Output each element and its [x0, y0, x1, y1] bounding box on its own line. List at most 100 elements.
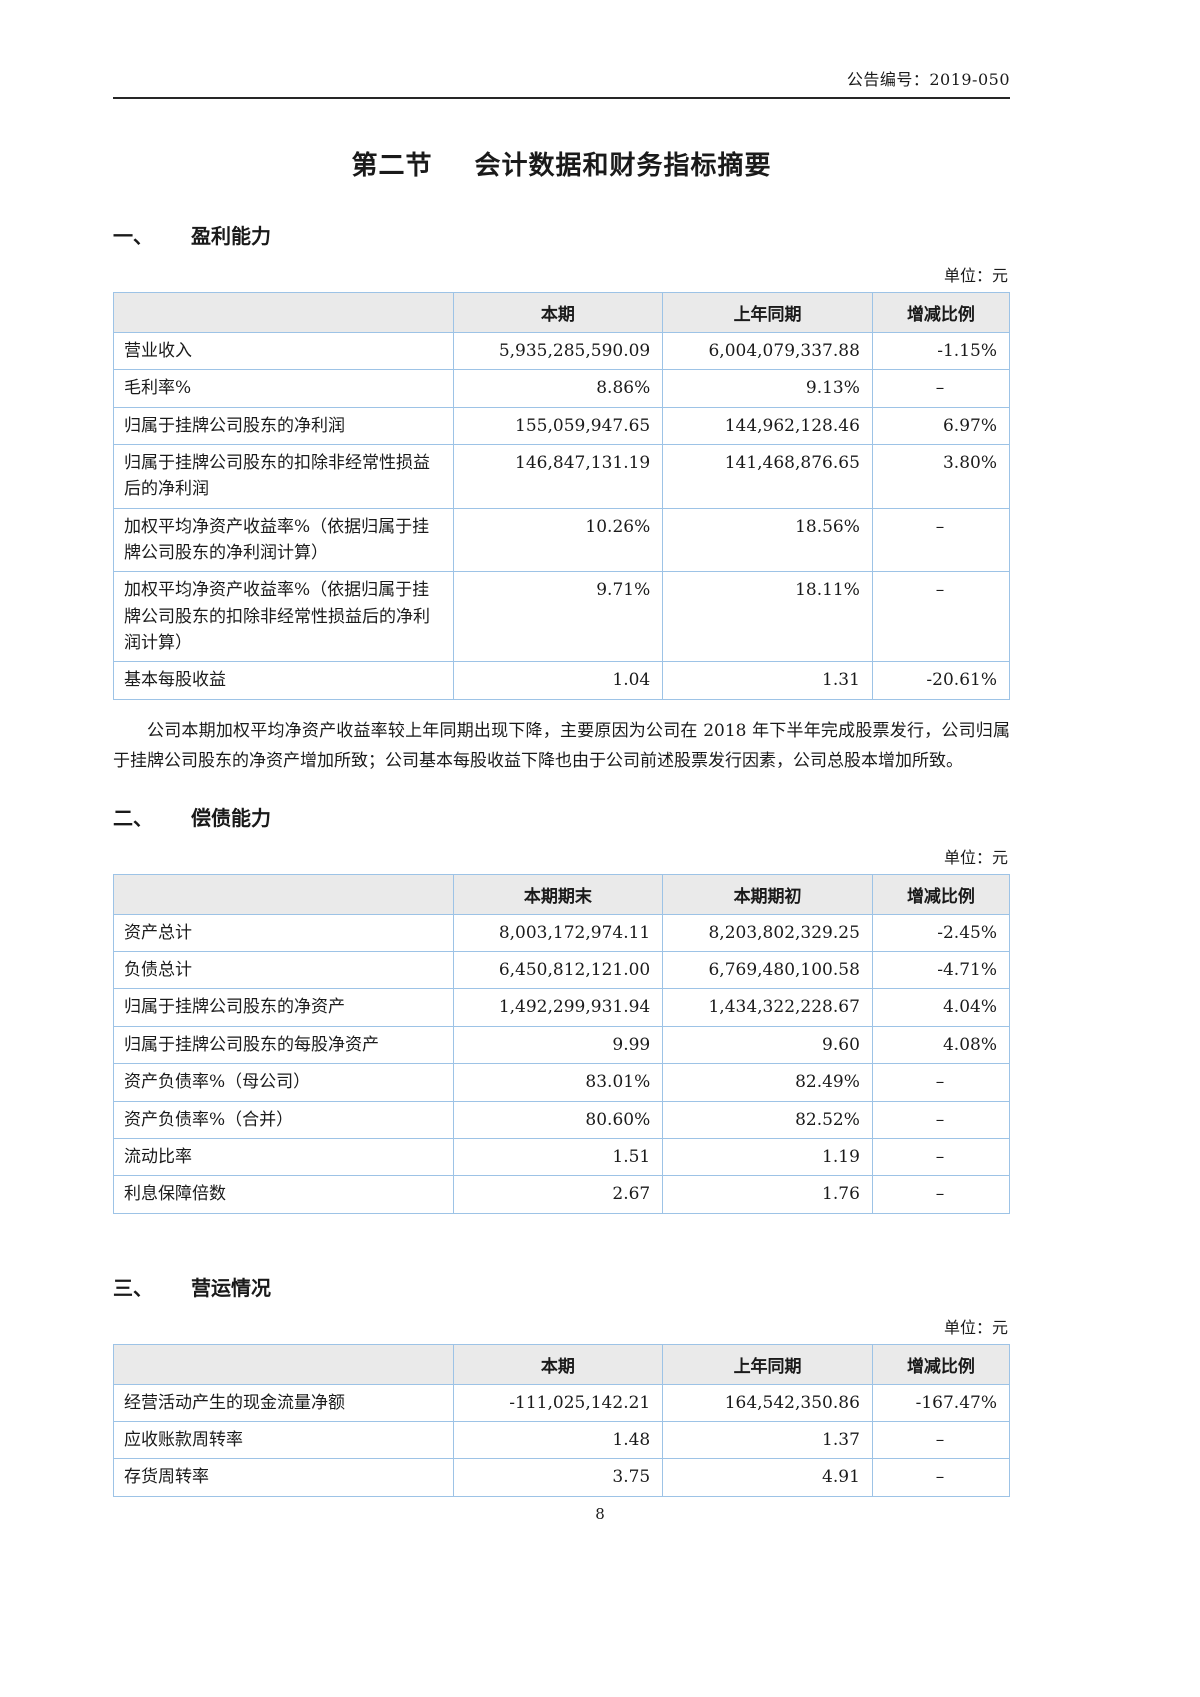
section-title: 偿债能力 — [191, 805, 271, 830]
section-operations: 三、 营运情况 单位：元 本期 上年同期 增减比例 经营活动产生的现金流量净额 -1… — [113, 1272, 1011, 1497]
row-value: 6,004,079,337.88 — [662, 331, 873, 371]
section-number: 一、 — [113, 224, 153, 248]
row-label: 资产总计 — [113, 913, 454, 953]
row-label: 负债总计 — [113, 951, 454, 990]
section-title: 营运情况 — [191, 1275, 271, 1300]
row-value: 1,492,299,931.94 — [452, 988, 664, 1027]
table-row: 经营活动产生的现金流量净额 -111,025,142.21 164,542,350.… — [113, 1383, 1011, 1422]
row-value: – — [871, 507, 1011, 573]
row-value: -2.45% — [871, 913, 1011, 953]
unit-label: 单位：元 — [943, 847, 1008, 867]
row-value: 6,769,480,100.58 — [662, 951, 873, 990]
note-paragraph: 公司本期加权平均净资产收益率较上年同期出现下降，主要原因为公司在 2018 年下… — [113, 720, 1010, 771]
row-value: 146,847,131.19 — [452, 444, 664, 509]
row-value: – — [871, 571, 1011, 663]
table-header-row: 本期 上年同期 增减比例 — [113, 292, 1011, 333]
row-value: 6,450,812,121.00 — [452, 951, 664, 990]
header-cell-period-begin: 本期期初 — [662, 873, 873, 915]
section-profitability: 一、 盈利能力 单位：元 本期 上年同期 增减比例 营业收入 5,935,285,5… — [113, 220, 1011, 776]
row-value: 6.97% — [871, 406, 1011, 446]
row-label: 毛利率% — [113, 369, 454, 408]
row-value: 10.26% — [452, 507, 664, 573]
table-row: 存货周转率 3.75 4.91– — [113, 1458, 1011, 1497]
row-value: 4.91 — [662, 1458, 873, 1497]
row-label: 营业收入 — [113, 331, 454, 371]
table-row: 流动比率 1.51 1.19– — [113, 1137, 1011, 1177]
row-label: 加权平均净资产收益率%（依据归属于挂牌公司股东的扣除非经常性损益后的净利润计算） — [113, 571, 454, 663]
header-rule — [113, 97, 1010, 99]
document-header: 公告编号：2019-050 — [113, 0, 1010, 99]
row-value: 18.11% — [662, 571, 873, 663]
row-value: 18.56% — [662, 507, 873, 573]
row-value: 3.75 — [452, 1458, 664, 1497]
row-value: – — [871, 369, 1011, 408]
header-cell-change: 增减比例 — [871, 292, 1011, 333]
row-value: 4.08% — [871, 1025, 1011, 1065]
row-value: -4.71% — [871, 951, 1011, 990]
header-cell-blank — [113, 292, 454, 333]
row-value: 155,059,947.65 — [452, 406, 664, 446]
row-value: 8,203,802,329.25 — [662, 913, 873, 953]
header-cell-current: 本期 — [452, 292, 664, 333]
row-value: 80.60% — [452, 1100, 664, 1139]
table-row: 加权平均净资产收益率%（依据归属于挂牌公司股东的净利润计算） 10.26% 18.5… — [113, 507, 1011, 573]
row-value: 141,468,876.65 — [662, 444, 873, 509]
profitability-table: 本期 上年同期 增减比例 营业收入 5,935,285,590.09 6,004,0… — [113, 292, 1011, 700]
row-value: 1,434,322,228.67 — [662, 988, 873, 1027]
row-value: -167.47% — [871, 1383, 1011, 1422]
section-number: 三、 — [113, 1275, 153, 1300]
table-row: 资产总计 8,003,172,974.11 8,203,802,329.25 -2.4… — [113, 913, 1011, 953]
row-value: – — [871, 1100, 1011, 1139]
table-row: 加权平均净资产收益率%（依据归属于挂牌公司股东的扣除非经常性损益后的净利润计算）… — [113, 571, 1011, 663]
announcement-number: 公告编号：2019-050 — [846, 70, 1010, 89]
row-label: 基本每股收益 — [113, 661, 454, 700]
table-row: 负债总计 6,450,812,121.00 6,769,480,100.58 -4.7… — [113, 951, 1011, 990]
row-value: 9.60 — [662, 1025, 873, 1065]
header-cell-current: 本期 — [452, 1343, 664, 1385]
document-page: 公告编号：2019-050 第二节 会计数据和财务指标摘要 一、 盈利能力 单位：元… — [113, 0, 1011, 1497]
row-value: 5,935,285,590.09 — [452, 331, 664, 371]
row-value: – — [871, 1063, 1011, 1102]
row-value: 164,542,350.86 — [662, 1383, 873, 1422]
header-cell-blank — [113, 1343, 454, 1385]
page-title-section-no: 第二节 — [351, 151, 433, 181]
row-value: 1.19 — [662, 1137, 873, 1177]
row-label: 经营活动产生的现金流量净额 — [113, 1383, 454, 1422]
row-value: 8.86% — [452, 369, 664, 408]
row-label: 加权平均净资产收益率%（依据归属于挂牌公司股东的净利润计算） — [113, 507, 454, 573]
row-value: -1.15% — [871, 331, 1011, 371]
table-header-row: 本期期末 本期期初 增减比例 — [113, 873, 1011, 915]
row-value: 2.67 — [452, 1175, 664, 1214]
table-row: 营业收入 5,935,285,590.09 6,004,079,337.88 -1.1… — [113, 331, 1011, 371]
row-label: 归属于挂牌公司股东的净利润 — [113, 406, 454, 446]
header-cell-prior: 上年同期 — [662, 1343, 873, 1385]
page-number: 8 — [595, 1505, 605, 1523]
row-value: 82.52% — [662, 1100, 873, 1139]
section-heading: 一、 盈利能力 — [113, 220, 1010, 249]
row-value: 1.76 — [662, 1175, 873, 1214]
unit-label: 单位：元 — [943, 266, 1008, 285]
solvency-table: 本期期末 本期期初 增减比例 资产总计 8,003,172,974.11 8,203… — [113, 873, 1011, 1214]
operations-table: 本期 上年同期 增减比例 经营活动产生的现金流量净额 -111,025,142.2… — [113, 1343, 1011, 1497]
row-value: – — [871, 1420, 1011, 1460]
row-label: 存货周转率 — [113, 1458, 454, 1497]
row-value: – — [871, 1458, 1011, 1497]
table-row: 资产负债率%（母公司） 83.01% 82.49% – — [113, 1063, 1011, 1102]
header-cell-change: 增减比例 — [871, 1343, 1011, 1385]
row-label: 归属于挂牌公司股东的每股净资产 — [113, 1025, 454, 1065]
row-value: 1.04 — [452, 661, 664, 700]
table-row: 基本每股收益 1.04 1.31 -20.61% — [113, 661, 1011, 700]
row-label: 流动比率 — [113, 1137, 454, 1177]
row-value: 4.04% — [871, 988, 1011, 1027]
row-value: 1.31 — [662, 661, 873, 700]
row-label: 利息保障倍数 — [113, 1175, 454, 1214]
row-label: 归属于挂牌公司股东的扣除非经常性损益后的净利润 — [113, 444, 454, 509]
table-header-row: 本期 上年同期 增减比例 — [113, 1343, 1011, 1385]
row-value: 9.13% — [662, 369, 873, 408]
table-row: 归属于挂牌公司股东的扣除非经常性损益后的净利润 146,847,131.19 141… — [113, 444, 1011, 509]
table-row: 毛利率% 8.86% 9.13% – — [113, 369, 1011, 408]
section-number: 二、 — [113, 805, 153, 830]
header-cell-change: 增减比例 — [871, 873, 1011, 915]
row-value: 1.48 — [452, 1420, 664, 1460]
row-value: – — [871, 1175, 1011, 1214]
